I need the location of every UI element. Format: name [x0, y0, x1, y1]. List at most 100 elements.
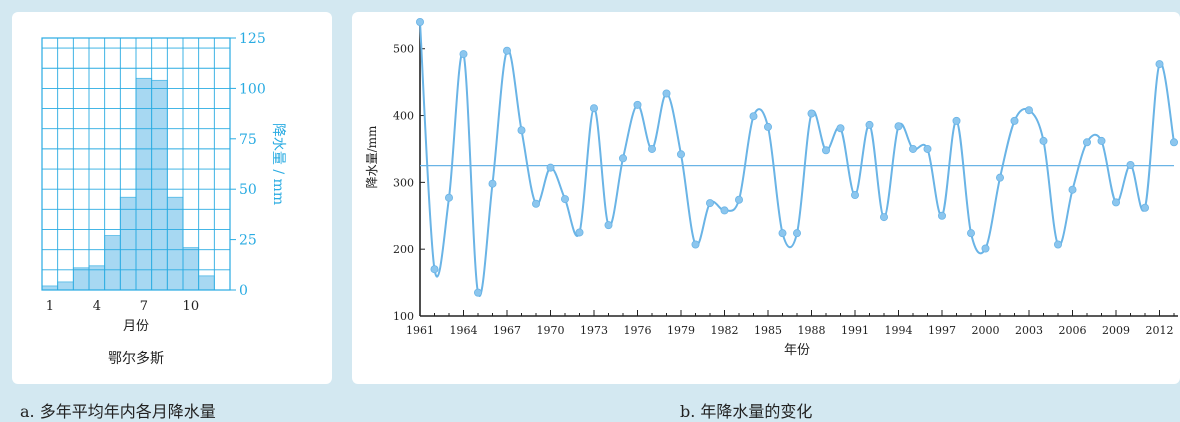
point-1988	[807, 109, 816, 118]
point-1981	[705, 199, 714, 208]
point-2003	[1025, 106, 1034, 115]
point-2011	[1141, 203, 1150, 212]
point-1995	[909, 144, 918, 153]
bar-month-5	[104, 235, 121, 291]
ytick-label: 50	[239, 182, 257, 198]
xtick-label: 2012	[1146, 324, 1174, 337]
ytick-label: 400	[393, 110, 414, 123]
xtick-label: 1973	[580, 324, 608, 337]
point-1966	[488, 179, 497, 188]
bar-month-10	[182, 247, 200, 291]
xtick-label: 2000	[972, 324, 1000, 337]
point-2008	[1097, 136, 1106, 145]
ytick-label: 100	[393, 310, 414, 323]
ytick-label: 25	[239, 233, 257, 249]
bar-month-8	[151, 79, 168, 291]
point-1963	[445, 193, 454, 202]
bar-month-11	[198, 275, 215, 291]
xtick-label: 10	[183, 299, 200, 314]
monthly-chart-panel: 0 25 50 75 100 125 降水量 / mm 1 4 7 10 月份 鄂尔多斯	[12, 12, 332, 384]
point-1997	[938, 211, 947, 220]
xtick-label: 1979	[667, 324, 695, 337]
bar-month-6	[119, 196, 137, 291]
point-1986	[778, 229, 787, 238]
point-1970	[546, 163, 555, 172]
bar-month-9	[166, 196, 184, 291]
point-2013	[1170, 138, 1179, 147]
point-2009	[1112, 198, 1121, 207]
point-1982	[720, 206, 729, 215]
point-1965	[474, 288, 483, 297]
point-2007	[1083, 138, 1092, 147]
point-1979	[676, 150, 685, 159]
point-2005	[1054, 240, 1063, 249]
point-1969	[531, 199, 540, 208]
point-1983	[734, 195, 743, 204]
point-1973	[589, 104, 598, 113]
point-1975	[618, 154, 627, 163]
x-axis-label: 月份	[123, 319, 149, 334]
ytick-label: 300	[393, 176, 414, 189]
point-1985	[763, 122, 772, 131]
bar-month-2	[57, 281, 74, 291]
caption-a: a. 多年平均年内各月降水量	[20, 402, 216, 421]
bar-month-3	[72, 267, 90, 291]
xtick-label: 1970	[537, 324, 565, 337]
point-1978	[662, 89, 671, 98]
xtick-label: 1985	[754, 324, 782, 337]
point-1971	[560, 195, 569, 204]
point-1962	[430, 265, 439, 274]
ytick-label: 100	[239, 81, 266, 97]
point-1998	[952, 116, 961, 125]
annual-chart-panel: 100 200 300 400 500 1961 1964 1967 1970 1973 1976 1…	[352, 12, 1180, 384]
point-1993	[880, 213, 889, 222]
caption-b: b. 年降水量的变化	[680, 402, 813, 421]
point-1992	[865, 120, 874, 129]
point-1977	[647, 144, 656, 153]
ytick-label: 200	[393, 243, 414, 256]
point-1989	[821, 146, 830, 155]
xtick-label: 2003	[1015, 324, 1043, 337]
point-2010	[1126, 160, 1135, 169]
xtick-label: 1997	[928, 324, 956, 337]
xtick-label: 1967	[493, 324, 521, 337]
point-1984	[749, 112, 758, 121]
point-2006	[1068, 185, 1077, 194]
point-2004	[1039, 136, 1048, 145]
annual-precipitation-chart: 100 200 300 400 500 1961 1964 1967 1970 1973 1976 1…	[365, 18, 1179, 358]
point-2012	[1155, 60, 1164, 69]
ytick-label: 500	[393, 43, 414, 56]
y-axis-label: 降水量/mm	[365, 125, 379, 188]
ytick-label: 75	[239, 132, 257, 148]
xtick-label: 1961	[406, 324, 434, 337]
point-1996	[923, 144, 932, 153]
xtick-label: 1964	[450, 324, 478, 337]
xtick-label: 1982	[711, 324, 739, 337]
series-line	[419, 21, 1175, 297]
ytick-label: 0	[239, 283, 248, 299]
xtick-label: 1991	[841, 324, 869, 337]
location-label: 鄂尔多斯	[108, 350, 164, 367]
xtick-label: 1988	[798, 324, 826, 337]
point-1972	[575, 228, 584, 237]
point-1991	[850, 191, 859, 200]
xtick-label: 4	[93, 299, 101, 314]
point-1994	[894, 122, 903, 131]
bar-month-1	[41, 285, 59, 291]
point-1967	[502, 46, 511, 55]
point-2000	[981, 244, 990, 253]
point-1987	[792, 229, 801, 238]
point-1990	[836, 124, 845, 133]
bar-month-7	[135, 77, 153, 291]
xtick-label: 1994	[885, 324, 913, 337]
point-1968	[517, 126, 526, 135]
point-1961	[416, 18, 425, 26]
point-1976	[633, 100, 642, 109]
xtick-label: 2009	[1102, 324, 1130, 337]
xtick-label: 2006	[1059, 324, 1087, 337]
x-axis-label: 年份	[784, 343, 810, 358]
y-axis-label: 降水量 / mm	[270, 123, 286, 205]
plot-frame	[41, 37, 231, 291]
ytick-label: 125	[239, 31, 266, 47]
